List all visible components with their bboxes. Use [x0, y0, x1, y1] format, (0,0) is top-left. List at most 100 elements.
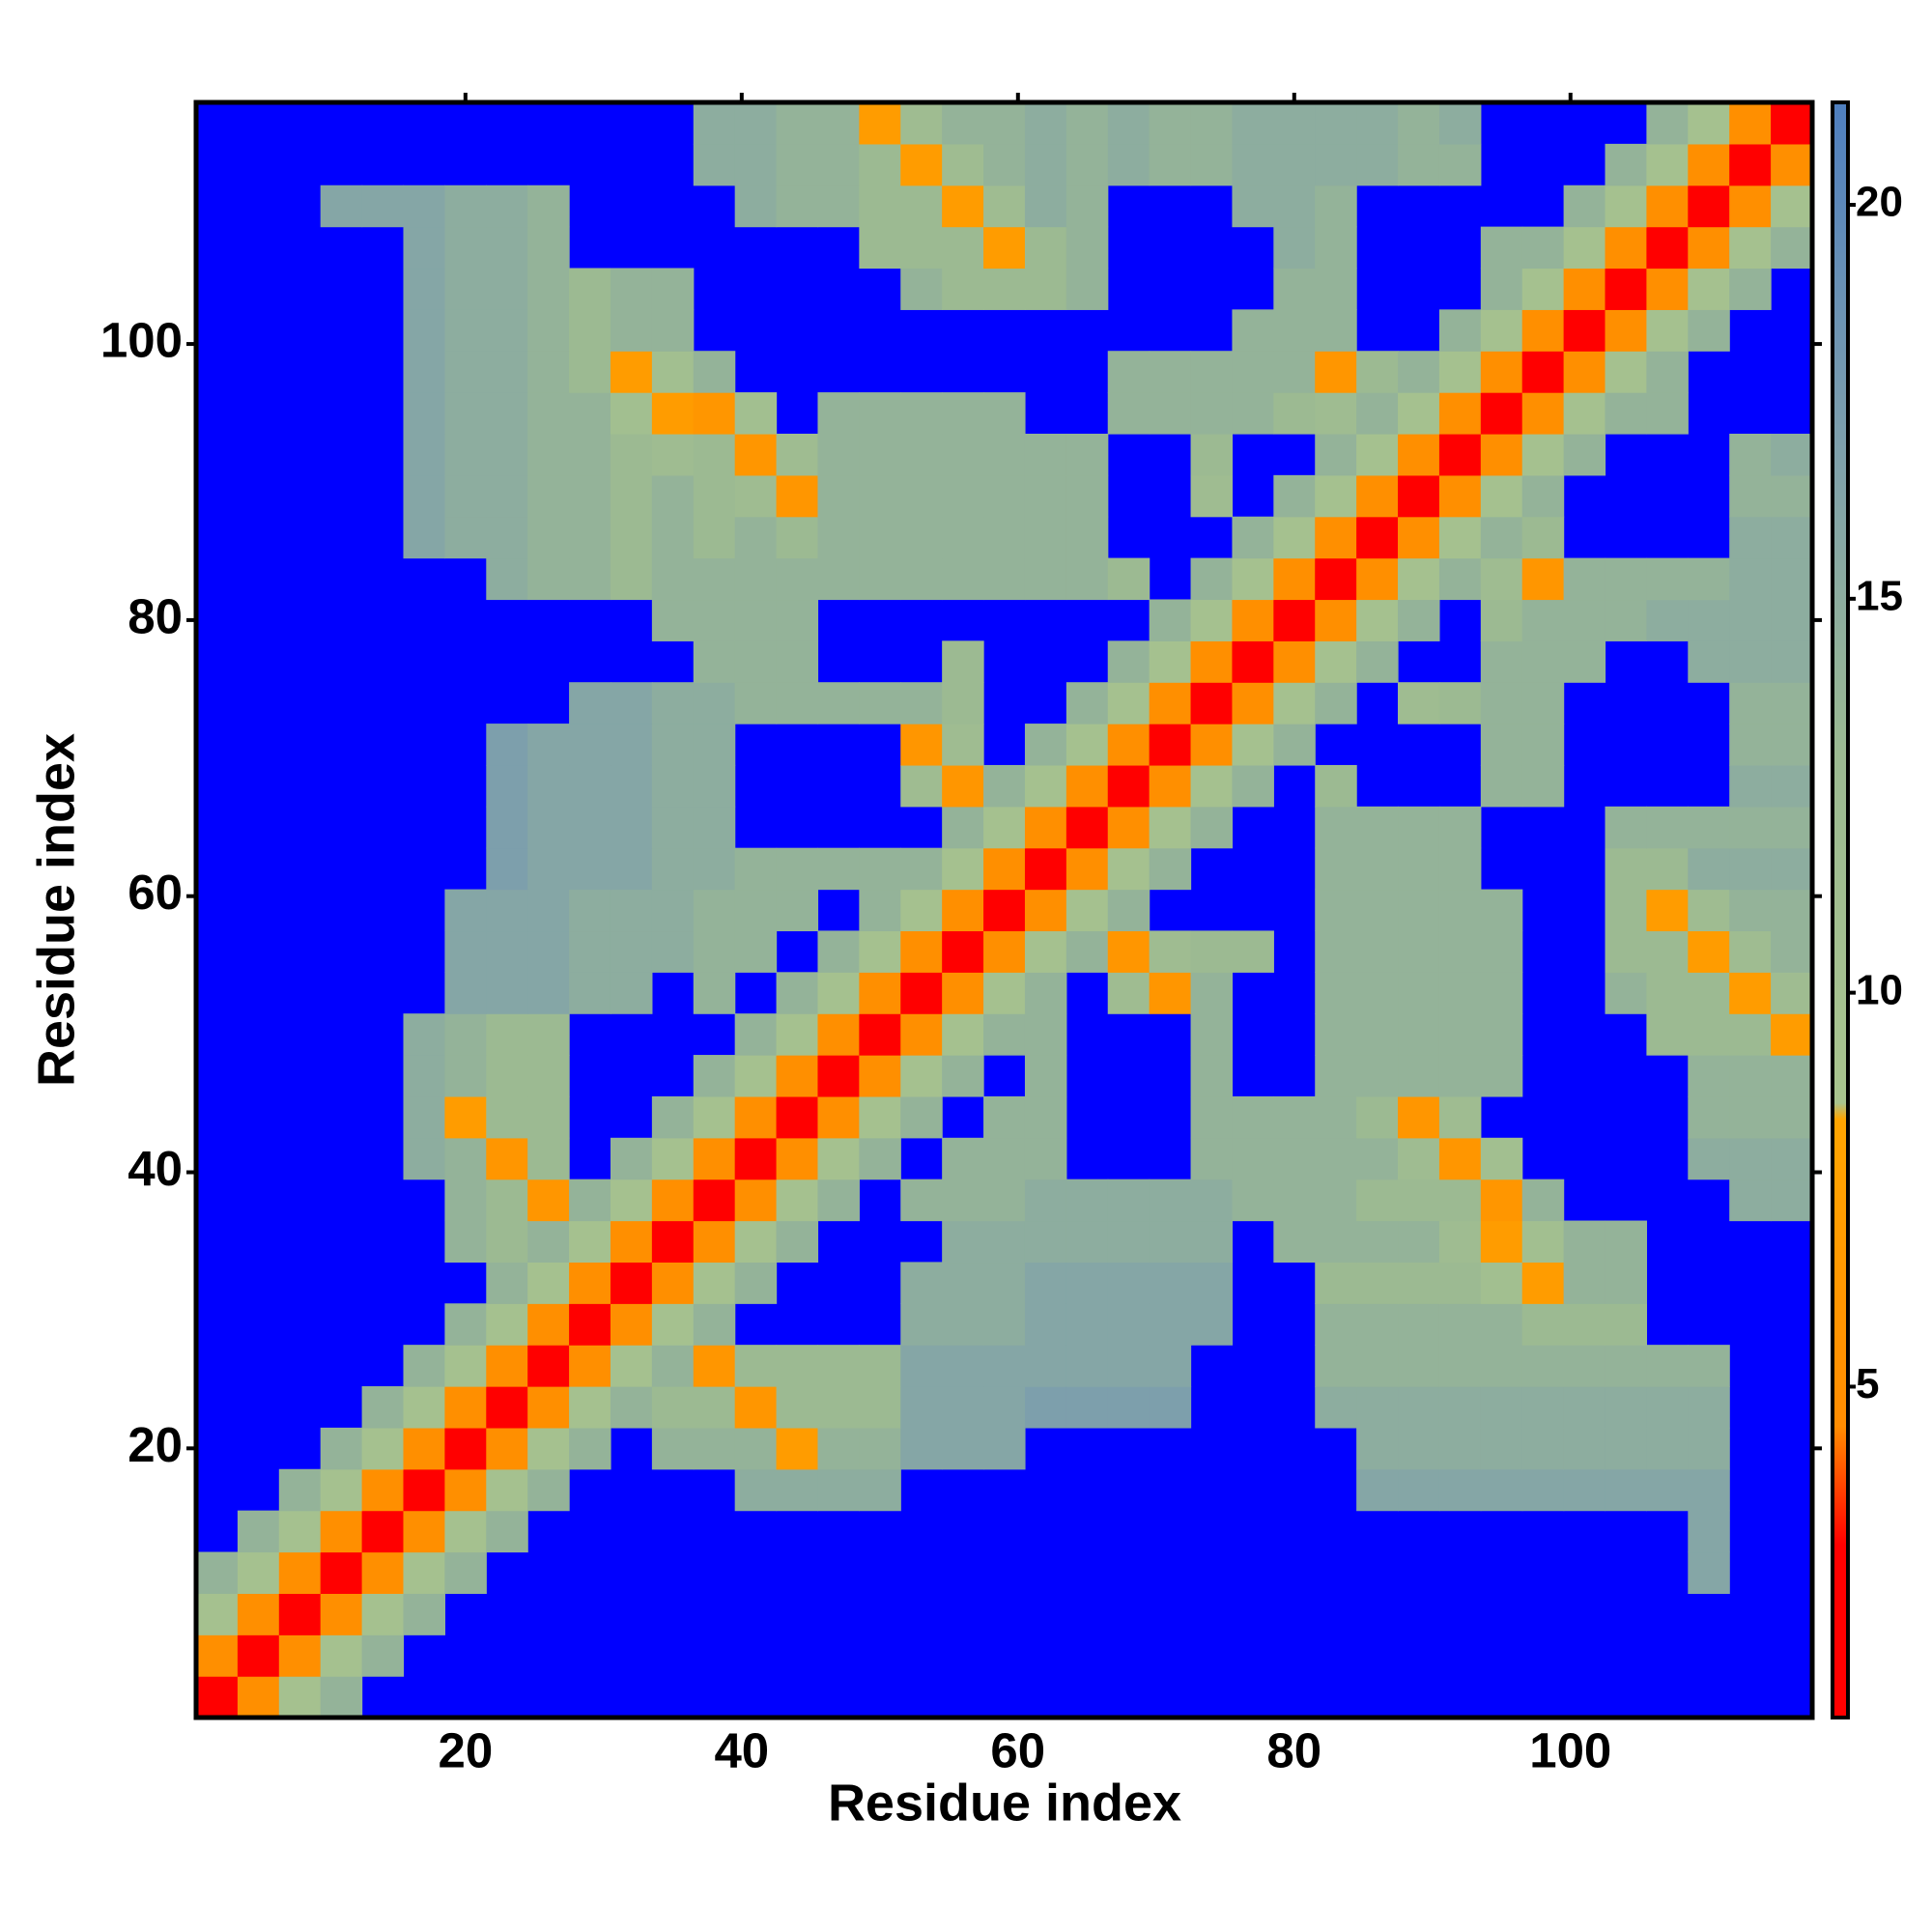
heatmap-cell [1646, 351, 1689, 393]
heatmap-cell [1438, 1386, 1482, 1429]
heatmap-cell [527, 392, 570, 435]
heatmap-cell [569, 1427, 611, 1470]
heatmap-cell [1356, 1468, 1399, 1512]
heatmap-cell [527, 1468, 570, 1512]
heatmap-cell [1149, 682, 1192, 724]
heatmap-cell [651, 557, 695, 601]
heatmap-cell [1398, 1468, 1440, 1512]
heatmap-cell [1646, 102, 1689, 145]
heatmap-cell [734, 516, 778, 559]
heatmap-cell [1232, 599, 1274, 641]
heatmap-cell [942, 1013, 984, 1056]
heatmap-cell [1273, 392, 1316, 435]
heatmap-cell [1521, 1386, 1565, 1429]
heatmap-cell [1149, 102, 1192, 145]
heatmap-cell [527, 1095, 570, 1139]
heatmap-cell [817, 1179, 860, 1222]
heatmap-cell [1273, 309, 1316, 352]
heatmap-cell [983, 806, 1026, 849]
heatmap-cell [403, 1137, 445, 1180]
heatmap-cell [1190, 1262, 1234, 1304]
heatmap-cell [734, 889, 778, 932]
heatmap-cell [1688, 1551, 1730, 1594]
heatmap-cell [444, 1427, 487, 1470]
heatmap-cell [983, 847, 1026, 891]
heatmap-cell [444, 1303, 487, 1346]
heatmap-cell [942, 1262, 984, 1304]
heatmap-cell [569, 433, 611, 476]
heatmap-cell [693, 351, 736, 393]
heatmap-cell [486, 557, 528, 601]
heatmap-cell [1149, 1262, 1192, 1304]
heatmap-cell [900, 268, 943, 310]
heatmap-cell [1729, 557, 1772, 601]
heatmap-cell [610, 1262, 653, 1304]
heatmap-cell [651, 599, 695, 641]
heatmap-cell [651, 392, 695, 435]
heatmap-cell [610, 1137, 653, 1180]
heatmap-cell [817, 392, 860, 435]
heatmap-cell [1024, 1262, 1067, 1304]
heatmap-cell [1646, 930, 1689, 973]
heatmap-cell [1605, 1345, 1648, 1387]
x-axis-title: Residue index [828, 1774, 1181, 1832]
heatmap-cell [859, 474, 901, 518]
heatmap-cell [486, 433, 528, 476]
heatmap-cell [1688, 143, 1730, 186]
heatmap-cell [403, 433, 445, 476]
heatmap-cell [983, 433, 1026, 476]
heatmap-cell [1024, 1220, 1067, 1264]
heatmap-cell [859, 1468, 901, 1512]
heatmap-cell [983, 1386, 1026, 1429]
heatmap-cell [527, 806, 570, 849]
heatmap-cell [859, 392, 901, 435]
heatmap-cell [859, 682, 901, 724]
heatmap-cell [1438, 1013, 1482, 1056]
heatmap-cell [1521, 557, 1565, 601]
heatmap-cell [1065, 847, 1109, 891]
heatmap-cell [361, 1386, 405, 1429]
heatmap-cell [1315, 1137, 1357, 1180]
heatmap-cell [1024, 972, 1067, 1014]
heatmap-cell [1438, 1468, 1482, 1512]
heatmap-cell [817, 143, 860, 186]
heatmap-cell [734, 1095, 778, 1139]
heatmap-cell [1356, 640, 1399, 683]
heatmap-cell [776, 143, 819, 186]
heatmap-cell [1480, 392, 1523, 435]
heatmap-cell [776, 1013, 819, 1056]
heatmap-cell [942, 1386, 984, 1429]
heatmap-cell [983, 268, 1026, 310]
heatmap-cell [610, 474, 653, 518]
heatmap-cell [900, 1345, 943, 1387]
heatmap-cell [776, 1055, 819, 1097]
heatmap-cell [1149, 640, 1192, 683]
heatmap-cell [1315, 185, 1357, 228]
heatmap-cell [1315, 1262, 1357, 1304]
heatmap-cell [1149, 847, 1192, 891]
heatmap-cell [817, 102, 860, 145]
heatmap-cell [1398, 1137, 1440, 1180]
heatmap-cell [1315, 268, 1357, 310]
heatmap-cell [734, 1220, 778, 1264]
heatmap-cell [817, 557, 860, 601]
heatmap-cell [1771, 764, 1813, 808]
heatmap-cell [693, 682, 736, 724]
heatmap-cell [1521, 764, 1565, 808]
heatmap-cell [859, 1013, 901, 1056]
heatmap-cell [569, 309, 611, 352]
heatmap-cell [1646, 226, 1689, 270]
heatmap-cell [1480, 1013, 1523, 1056]
heatmap-cell [1605, 557, 1648, 601]
heatmap-cell [1065, 1179, 1109, 1222]
heatmap-cell [900, 226, 943, 270]
heatmap-cell [278, 1551, 322, 1594]
heatmap-cell [444, 226, 487, 270]
heatmap-cell [1232, 309, 1274, 352]
heatmap-cell [900, 392, 943, 435]
heatmap-cell [320, 185, 363, 228]
heatmap-cell [1688, 1345, 1730, 1387]
heatmap-cell [651, 474, 695, 518]
heatmap-cell [1065, 1345, 1109, 1387]
heatmap-cell [320, 1510, 363, 1553]
